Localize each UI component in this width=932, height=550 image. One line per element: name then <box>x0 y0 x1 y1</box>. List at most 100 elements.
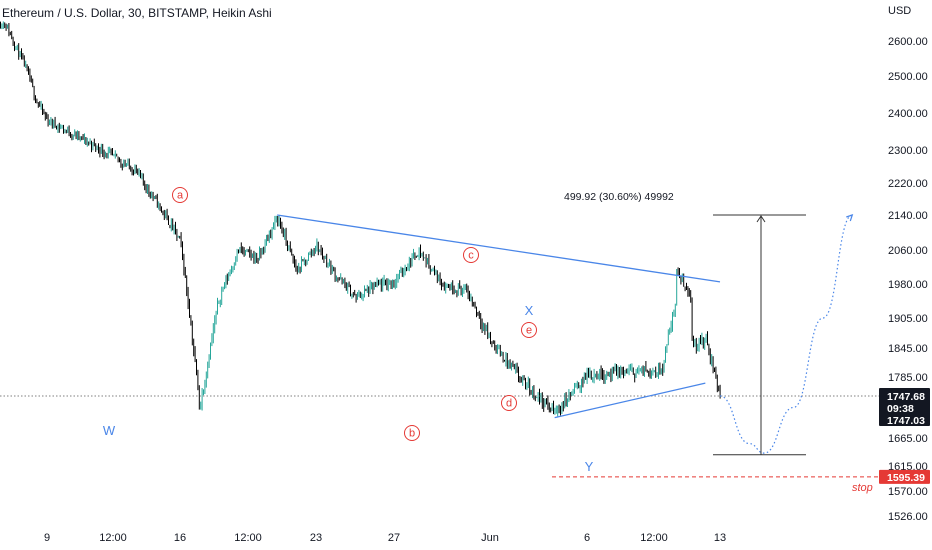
candle <box>189 298 190 318</box>
candle <box>103 149 105 160</box>
candle <box>708 343 710 356</box>
candle <box>534 395 536 402</box>
candle <box>277 216 279 227</box>
last-price-badge[interactable] <box>879 387 930 426</box>
candle <box>501 351 503 356</box>
candle <box>697 343 699 352</box>
candle <box>565 392 567 407</box>
candle <box>589 367 591 379</box>
candle <box>336 275 337 282</box>
projection-path[interactable] <box>719 214 853 454</box>
candle <box>719 384 721 399</box>
candle <box>702 337 704 349</box>
candle <box>484 323 486 335</box>
candle <box>460 285 462 296</box>
candle <box>78 131 80 141</box>
candle <box>179 235 181 239</box>
candle <box>343 278 344 284</box>
candle <box>543 398 545 412</box>
candle <box>243 247 245 257</box>
candle <box>676 269 678 306</box>
measure-tool[interactable]: 499.92 (30.60%) 49992 <box>564 191 806 456</box>
candle <box>282 227 284 238</box>
wave-label-e[interactable]: e <box>521 322 537 338</box>
candle <box>155 195 157 200</box>
candle <box>432 267 434 272</box>
candle <box>709 348 711 365</box>
candle <box>113 153 115 157</box>
candle <box>114 150 116 159</box>
candle <box>443 281 445 291</box>
trendline[interactable] <box>554 382 706 419</box>
wave-label-c[interactable]: c <box>463 247 479 263</box>
candle <box>424 257 426 259</box>
wave-label-a[interactable]: a <box>172 187 188 203</box>
candle <box>1 23 3 30</box>
candle <box>266 234 267 246</box>
candle <box>225 275 227 289</box>
price-tick: 2140.00 <box>888 210 928 222</box>
candle <box>124 159 126 167</box>
candle <box>172 218 174 231</box>
candle <box>473 301 475 307</box>
svg-text:a: a <box>177 190 184 202</box>
candle <box>569 392 571 401</box>
candle <box>295 259 297 272</box>
candle <box>666 344 668 353</box>
wave-label-X[interactable]: X <box>525 303 534 318</box>
candle <box>358 289 360 297</box>
candle <box>539 388 540 405</box>
candle <box>609 371 610 377</box>
candle <box>187 286 189 310</box>
candle <box>9 31 11 36</box>
candle <box>421 252 423 257</box>
candle <box>390 280 392 289</box>
candle <box>663 359 665 373</box>
candlestick-series <box>0 21 721 417</box>
candle <box>527 376 529 389</box>
candle <box>35 95 36 104</box>
candle <box>639 368 641 372</box>
time-tick: 27 <box>388 532 400 544</box>
candle <box>84 133 85 144</box>
candle <box>369 280 371 294</box>
candle <box>299 266 301 274</box>
candle <box>396 273 398 288</box>
candle <box>25 60 27 68</box>
candle <box>79 136 81 142</box>
candle <box>519 376 521 383</box>
wave-label-d[interactable]: d <box>501 395 517 411</box>
candle <box>603 370 605 384</box>
candle <box>238 249 239 254</box>
candle <box>436 270 438 284</box>
candle <box>595 373 596 378</box>
projection-arrowhead <box>846 214 854 222</box>
candle <box>11 30 13 40</box>
candle <box>579 385 581 393</box>
candle <box>515 363 517 374</box>
price-tick: 2400.00 <box>888 108 928 120</box>
wave-label-b[interactable]: b <box>404 425 420 441</box>
candle <box>252 253 253 258</box>
candle <box>561 402 563 414</box>
time-axis[interactable]: 9 12:00 16 12:00 23 27 Jun 6 12:00 13 <box>44 532 726 544</box>
wave-label-Y[interactable]: Y <box>585 459 594 474</box>
stop-price-badge[interactable] <box>879 469 930 484</box>
candle <box>625 368 627 374</box>
candle <box>71 133 73 141</box>
candle <box>506 353 508 369</box>
wave-label-W[interactable]: W <box>103 423 116 438</box>
candle <box>148 184 150 197</box>
candle <box>47 114 49 127</box>
candle <box>597 373 599 380</box>
candle <box>246 248 248 252</box>
svg-text:d: d <box>506 398 512 410</box>
time-tick: 12:00 <box>234 532 262 544</box>
candle <box>267 234 269 242</box>
trendline[interactable] <box>277 214 721 283</box>
svg-text:c: c <box>468 250 474 262</box>
price-axis[interactable]: 2600.00 2500.00 2400.00 2300.00 2220.00 2140.… <box>879 36 930 523</box>
candle <box>315 245 316 254</box>
candle <box>161 206 162 213</box>
